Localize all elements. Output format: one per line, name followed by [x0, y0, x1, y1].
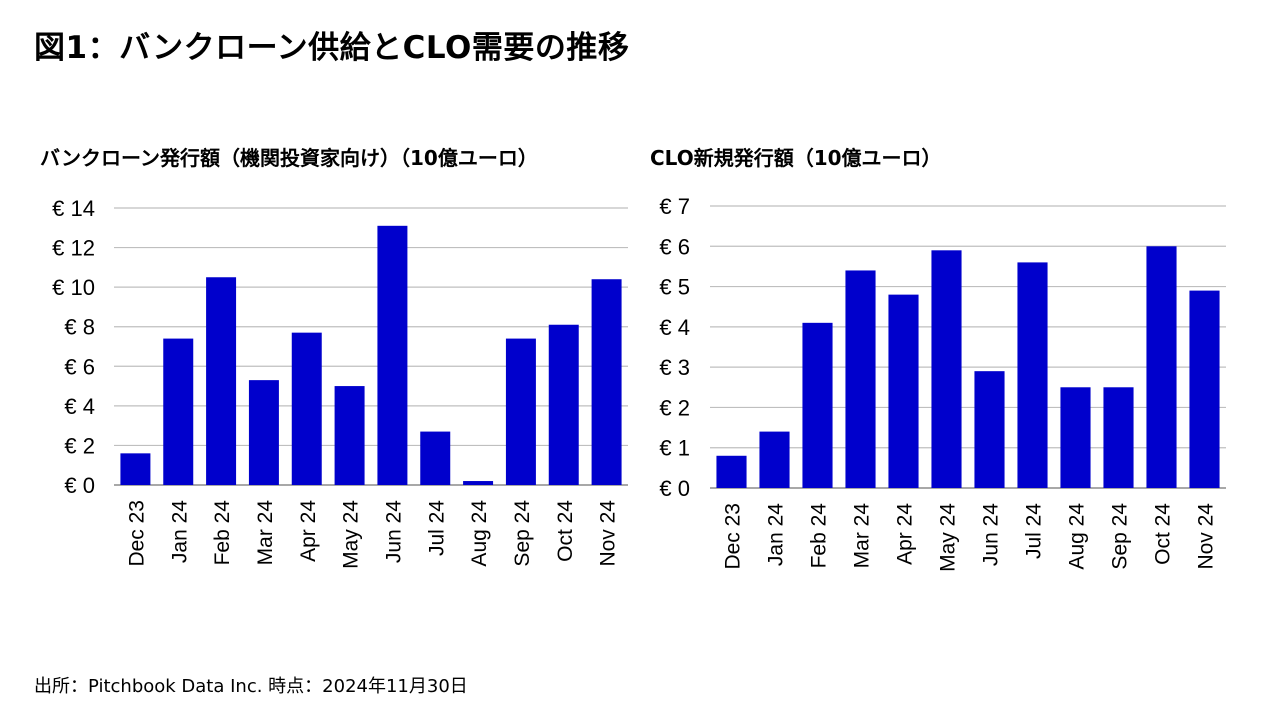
right-chart-y-tick-label: € 6: [659, 234, 690, 259]
left-chart-y-tick-label: € 10: [52, 275, 95, 300]
left-chart-bar: [377, 225, 408, 486]
right-chart-bar: [1146, 246, 1177, 488]
right-chart-category-label: Feb 24: [808, 503, 831, 569]
left-chart-title: バンクローン発行額（機関投資家向け）（10億ユーロ）: [40, 146, 538, 170]
right-chart-category-label: Nov 24: [1195, 503, 1218, 570]
left-chart-category-label: Apr 24: [297, 500, 320, 562]
left-chart-category-label: Jul 24: [425, 500, 448, 556]
right-chart-bar: [974, 371, 1005, 488]
source-note: 出所：Pitchbook Data Inc. 時点：2024年11月30日: [34, 676, 468, 697]
right-chart-category-label: Jul 24: [1023, 503, 1046, 559]
right-chart-y-tick-label: € 5: [659, 275, 690, 300]
left-chart-y-tick-label: € 0: [64, 473, 95, 498]
left-chart-bar: [120, 453, 151, 485]
right-chart-bar: [1017, 262, 1048, 488]
left-chart-bar: [591, 279, 622, 485]
right-chart-bar: [759, 431, 790, 488]
right-chart-y-tick-label: € 3: [659, 355, 690, 380]
right-chart-category-label: Mar 24: [851, 503, 874, 569]
right-chart-category-label: Sep 24: [1109, 503, 1132, 570]
right-chart-category-label: May 24: [937, 503, 960, 572]
right-chart-bar: [1103, 387, 1134, 488]
right-chart-bar: [888, 294, 919, 488]
right-chart-bar: [802, 322, 833, 488]
left-chart-bar: [206, 277, 237, 485]
right-chart-y-tick-label: € 1: [659, 436, 690, 461]
left-chart-bar: [248, 380, 279, 485]
left-chart-category-label: Nov 24: [597, 500, 620, 567]
right-chart-category-label: Dec 23: [722, 503, 745, 570]
right-chart-category-label: Apr 24: [894, 503, 917, 565]
right-chart-y-tick-label: € 4: [659, 315, 690, 340]
left-chart-category-label: Jun 24: [382, 500, 405, 563]
left-chart-bar: [291, 332, 322, 485]
left-chart-category-label: May 24: [340, 500, 363, 569]
left-chart-category-label: Jan 24: [168, 500, 191, 563]
page-title: 図1：バンクローン供給とCLO需要の推移: [34, 30, 630, 66]
left-chart-y-tick-label: € 12: [52, 236, 95, 261]
right-chart-bar: [1060, 387, 1091, 488]
left-chart-y-tick-label: € 6: [64, 354, 95, 379]
left-chart-bar: [163, 338, 194, 485]
left-chart-category-label: Oct 24: [554, 500, 577, 562]
left-chart-category-label: Aug 24: [468, 500, 491, 567]
left-chart-y-tick-label: € 14: [52, 196, 95, 221]
left-chart-bar: [505, 338, 536, 485]
left-chart-y-tick-label: € 4: [64, 394, 95, 419]
right-chart-category-label: Aug 24: [1066, 503, 1089, 570]
right-chart-category-label: Jun 24: [980, 503, 1003, 566]
right-chart-category-label: Oct 24: [1152, 503, 1175, 565]
left-chart-bar: [463, 481, 494, 485]
right-chart-bar: [845, 270, 876, 488]
right-chart-y-tick-label: € 0: [659, 476, 690, 501]
left-chart-bar: [420, 431, 451, 485]
left-chart-category-label: Dec 23: [125, 500, 148, 567]
left-chart-category-label: Sep 24: [511, 500, 534, 567]
left-chart-y-tick-label: € 8: [64, 315, 95, 340]
right-chart-bar: [931, 250, 962, 488]
right-chart-category-label: Jan 24: [765, 503, 788, 566]
left-chart-category-label: Feb 24: [211, 500, 234, 566]
left-chart-bar: [334, 386, 365, 485]
right-chart-bar: [1189, 290, 1220, 488]
left-chart-y-tick-label: € 2: [64, 433, 95, 458]
left-chart-category-label: Mar 24: [254, 500, 277, 566]
right-chart-title: CLO新規発行額（10億ユーロ）: [650, 146, 942, 170]
right-chart-bar: [716, 455, 747, 488]
right-chart-y-tick-label: € 7: [659, 194, 690, 219]
right-chart-y-tick-label: € 2: [659, 395, 690, 420]
left-chart-bar: [548, 324, 579, 485]
